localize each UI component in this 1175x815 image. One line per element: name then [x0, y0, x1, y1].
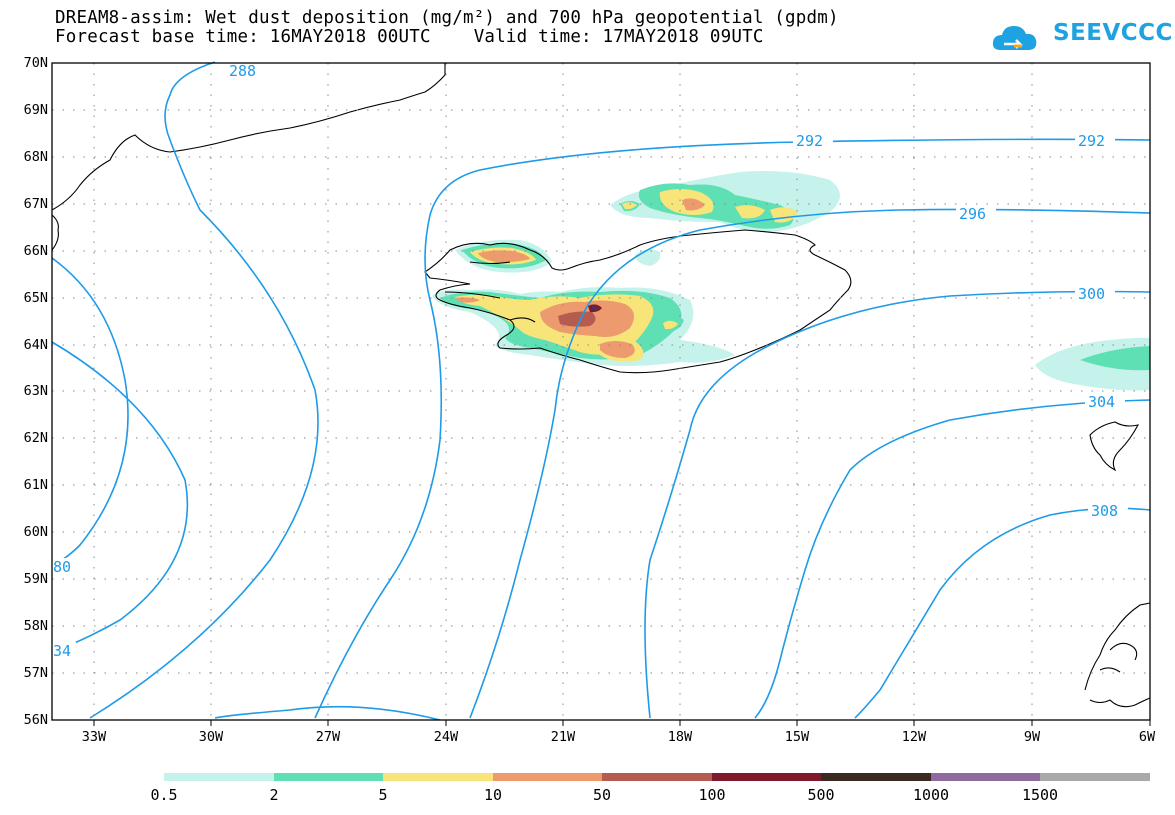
- contour-labels: 288 292 292 296 300 304 308 80 34: [52, 62, 1128, 660]
- lon-label: 12W: [901, 729, 927, 745]
- map-subtitle: Forecast base time: 16MAY2018 00UTC Vali…: [55, 27, 764, 47]
- ticks: [93, 720, 1151, 726]
- legend-swatch: [493, 773, 602, 781]
- legend-swatch: [274, 773, 383, 781]
- lat-label: 64N: [23, 337, 48, 353]
- lat-label: 63N: [23, 383, 48, 399]
- contour-label: 34: [53, 642, 71, 660]
- legend-label: 50: [592, 786, 612, 804]
- lat-label: 67N: [23, 196, 48, 212]
- lon-label: 27W: [315, 729, 341, 745]
- contour-label: 304: [1088, 393, 1115, 411]
- legend-swatch: [821, 773, 931, 781]
- legend-label: 10: [483, 786, 503, 804]
- lat-label: 65N: [23, 290, 48, 306]
- legend-label: 2: [269, 786, 279, 804]
- lat-label: 62N: [23, 430, 48, 446]
- lon-label: 24W: [433, 729, 459, 745]
- legend-swatch: [602, 773, 712, 781]
- legend-label: 1000: [912, 786, 950, 804]
- lon-label: 18W: [667, 729, 693, 745]
- contour-label: 288: [229, 62, 256, 80]
- map-frame: [51, 62, 1151, 721]
- lat-label: 57N: [23, 665, 48, 681]
- lon-label: 21W: [550, 729, 576, 745]
- legend-label: 5: [378, 786, 388, 804]
- legend-swatch: [931, 773, 1040, 781]
- lon-label: 33W: [81, 729, 107, 745]
- contour-label: 296: [959, 205, 986, 223]
- lat-label: 68N: [23, 149, 48, 165]
- lat-label: 61N: [23, 477, 48, 493]
- lat-label: 58N: [23, 618, 48, 634]
- lat-label: 59N: [23, 571, 48, 587]
- legend-swatch: [712, 773, 821, 781]
- legend-label: 1500: [1021, 786, 1059, 804]
- geopotential-contours: [51, 61, 1151, 721]
- lat-label: 60N: [23, 524, 48, 540]
- legend-swatch: [383, 773, 493, 781]
- lat-label: 56N: [23, 712, 48, 728]
- contour-label: 300: [1078, 285, 1105, 303]
- lon-label: 6W: [1138, 729, 1156, 745]
- legend-label: 500: [807, 786, 835, 804]
- grid-lines: [52, 63, 1150, 720]
- legend-swatch: [1040, 773, 1150, 781]
- lat-label: 66N: [23, 243, 48, 259]
- contour-label: 292: [1078, 132, 1105, 150]
- legend-label: 0.5: [150, 786, 178, 804]
- legend-swatch: [164, 773, 274, 781]
- contour-label: 308: [1091, 502, 1118, 520]
- lon-label: 15W: [784, 729, 810, 745]
- lat-label: 70N: [23, 55, 48, 71]
- lon-label: 9W: [1023, 729, 1041, 745]
- contour-label: 80: [53, 558, 71, 576]
- logo-text: SEEVCCC: [1053, 20, 1173, 46]
- map-title: DREAM8-assim: Wet dust deposition (mg/m²…: [55, 8, 839, 28]
- dust-deposition-fill: [432, 171, 1150, 391]
- contour-label: 292: [796, 132, 823, 150]
- cloud-logo-icon: [992, 26, 1037, 50]
- lat-label: 69N: [23, 102, 48, 118]
- coastlines: [51, 63, 1151, 708]
- legend-label: 100: [698, 786, 726, 804]
- lon-label: 30W: [198, 729, 224, 745]
